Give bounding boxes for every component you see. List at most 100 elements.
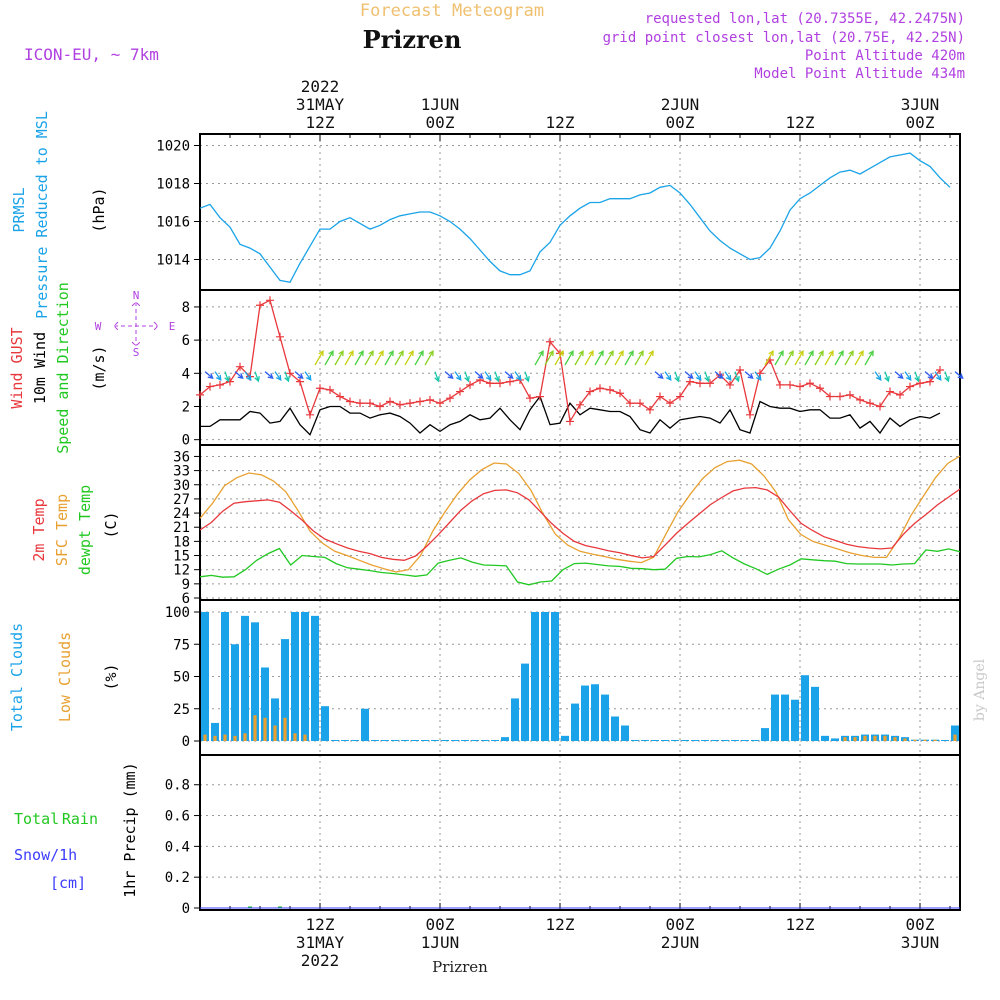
wind-arrow — [934, 371, 942, 381]
total-cloud-bar — [381, 740, 389, 741]
wind-arrow — [904, 371, 912, 381]
low-cloud-bar — [893, 737, 897, 741]
total-cloud-bar — [431, 740, 439, 741]
total-cloud-bar — [831, 738, 839, 741]
pressure-ytick-label: 1016 — [156, 215, 190, 231]
wind-gust-marker — [656, 392, 664, 401]
wind-gust-marker — [456, 387, 464, 396]
wind-arrow — [914, 371, 920, 382]
wind-arrow — [344, 350, 354, 366]
wind-arrow-head — [884, 376, 890, 383]
wind-arrow — [614, 350, 624, 366]
total-cloud-bar — [781, 694, 789, 741]
wind-arrow — [524, 371, 530, 382]
low-clouds-label: Low Clouds — [56, 632, 74, 722]
footer-location: Prizren — [432, 958, 488, 976]
wind-arrow-head — [447, 373, 454, 379]
clouds-series — [201, 612, 959, 741]
clouds-ytick-label: 75 — [173, 637, 190, 653]
total-cloud-bar — [941, 740, 949, 741]
wind-arrow-head — [935, 374, 942, 381]
wind-gust-marker — [596, 384, 604, 393]
pressure-unit: (hPa) — [90, 187, 108, 232]
wind-arrow-head — [358, 349, 364, 357]
wind-arrow — [554, 350, 564, 366]
wind-arrow-head — [245, 374, 252, 381]
wind-arrow-head — [927, 373, 934, 379]
total-cloud-bar — [571, 703, 579, 741]
temp-ytick-label: 24 — [173, 506, 190, 522]
total-cloud-bar — [361, 708, 369, 741]
wind-arrow-head — [515, 374, 522, 381]
wind-gust-marker — [786, 380, 794, 389]
pressure-line — [199, 152, 951, 284]
total-cloud-bar — [511, 698, 519, 741]
wind-arrow — [954, 371, 964, 379]
wind-arrow — [754, 371, 762, 381]
total-cloud-bar — [621, 725, 629, 741]
low-cloud-bar — [903, 738, 907, 741]
wind-gust-marker — [926, 377, 934, 386]
wind-gust-marker — [316, 384, 324, 393]
total-cloud-bar — [611, 716, 619, 741]
wind-arrow — [494, 371, 500, 382]
wind-arrow — [454, 371, 462, 381]
temp-ytick-label: 36 — [173, 449, 190, 465]
wind-arrow — [724, 371, 732, 381]
low-cloud-bar — [293, 733, 297, 741]
wind-gust-marker — [256, 301, 264, 310]
wind-arrow-head — [838, 349, 844, 357]
precip-panel: 0 0.2 0.4 0.6 0.8 — [165, 754, 961, 917]
dewpt-label: dewpt Temp — [76, 485, 94, 575]
wind-arrow-head — [618, 349, 624, 357]
model-altitude: Model Point Altitude 434m — [754, 66, 965, 82]
temp-frame — [199, 444, 961, 601]
wind-arrow-head — [408, 349, 414, 357]
clouds-ytick-label: 25 — [173, 702, 190, 718]
wind-gust-marker — [276, 332, 284, 341]
temp-ytick-label: 27 — [173, 492, 190, 508]
top-tick-hour: 00Z — [426, 113, 455, 132]
low-cloud-bar — [953, 734, 957, 741]
bottom-tick-hour: 12Z — [306, 915, 335, 934]
temp-ytick-label: 12 — [173, 563, 190, 579]
wind-arrow-head — [717, 373, 724, 379]
snow-unit-label: [cm] — [50, 874, 86, 892]
wind-arrow — [414, 350, 424, 366]
bottom-tick-hour: 00Z — [906, 915, 935, 934]
total-cloud-bar — [561, 735, 569, 741]
wind-arrow-head — [768, 349, 774, 357]
wind-gust-marker — [896, 390, 904, 399]
wind-gust-marker — [436, 399, 444, 408]
wind-arrow-head — [674, 376, 680, 383]
precip-rain-label: Rain — [62, 810, 98, 828]
total-cloud-bar — [241, 615, 249, 741]
wind-arrow — [894, 371, 904, 379]
wind-arrow-head — [418, 349, 424, 357]
low-cloud-bar — [213, 735, 217, 741]
pressure-label-prmsl: PRMSL — [10, 187, 28, 232]
wind-arrow — [604, 350, 614, 366]
temp-series — [199, 455, 961, 586]
wind-arrow-head — [538, 349, 544, 357]
wind-arrow — [854, 350, 864, 366]
grid-point-coords: grid point closest lon,lat (20.75E, 42.2… — [603, 30, 965, 46]
low-cloud-bar — [273, 725, 277, 741]
wind-arrow-head — [558, 349, 564, 357]
wind-arrow — [924, 371, 934, 379]
top-tick-hour: 12Z — [546, 113, 575, 132]
low-cloud-bar — [203, 734, 207, 741]
bottom-tick-date: 2JUN — [661, 933, 700, 952]
wind-gust-marker — [796, 382, 804, 391]
wind-arrow — [204, 371, 214, 379]
wind-gust-marker — [616, 389, 624, 398]
total-cloud-bar — [811, 686, 819, 741]
wind-gust-marker — [846, 390, 854, 399]
wind-gust-marker — [526, 394, 534, 403]
wind-arrow-head — [648, 349, 654, 357]
wind-ytick-label: 0 — [182, 433, 190, 449]
wind-ytick-label: 4 — [182, 366, 190, 382]
wind-gust-marker — [866, 399, 874, 408]
wind-arrow-head — [608, 349, 614, 357]
